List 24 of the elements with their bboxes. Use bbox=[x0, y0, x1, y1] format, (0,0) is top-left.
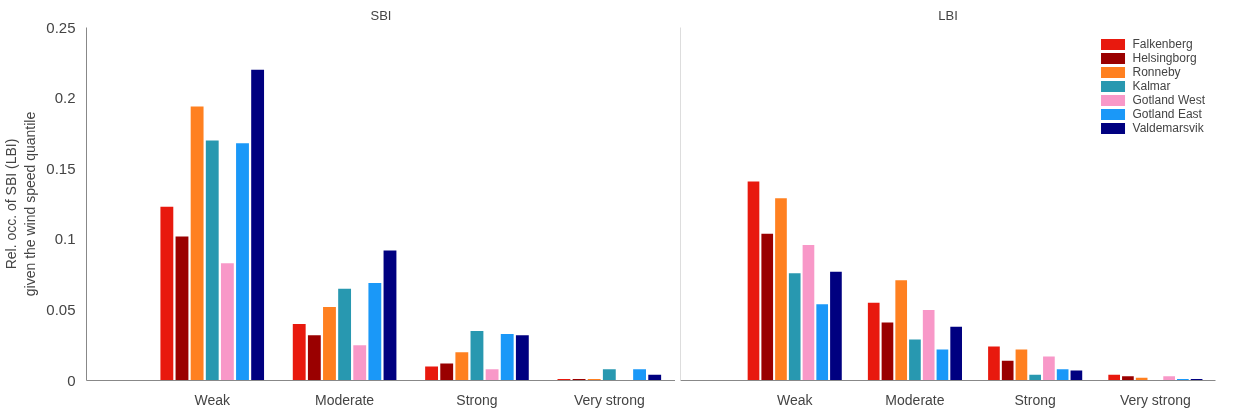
x-tick-label: Weak bbox=[776, 391, 814, 408]
legend-label: Valdemarsvik bbox=[1132, 121, 1204, 135]
x-tick-label: Weak bbox=[194, 391, 232, 408]
y-tick-label: 0 bbox=[67, 371, 76, 389]
legend-label: Kalmar bbox=[1132, 79, 1171, 93]
x-tick-label: Strong bbox=[1014, 391, 1056, 408]
y-axis-title: Rel. occ. of SBI (LBI) given the wind speed quantile bbox=[3, 111, 39, 297]
legend-label: Helsingborg bbox=[1132, 51, 1197, 65]
y-tick-label: 0.15 bbox=[46, 159, 76, 177]
chart-title: SBI bbox=[370, 7, 392, 23]
legend-label: Gotland West bbox=[1132, 93, 1205, 107]
legend-label: Ronneby bbox=[1132, 65, 1181, 79]
x-tick-label: Strong bbox=[456, 391, 498, 408]
x-tick-label: Very strong bbox=[1119, 391, 1191, 408]
x-tick-label: Moderate bbox=[315, 391, 375, 408]
y-tick-label: 0.25 bbox=[46, 18, 76, 36]
y-tick-label: 0.1 bbox=[54, 230, 76, 248]
y-tick-label: 0.05 bbox=[46, 300, 76, 318]
legend-label: Gotland East bbox=[1132, 107, 1202, 121]
x-tick-label: Moderate bbox=[885, 391, 945, 408]
x-tick-label: Very strong bbox=[573, 391, 645, 408]
y-tick-label: 0.2 bbox=[54, 89, 76, 107]
chart-title: LBI bbox=[938, 7, 958, 23]
legend-label: Falkenberg bbox=[1132, 37, 1193, 51]
